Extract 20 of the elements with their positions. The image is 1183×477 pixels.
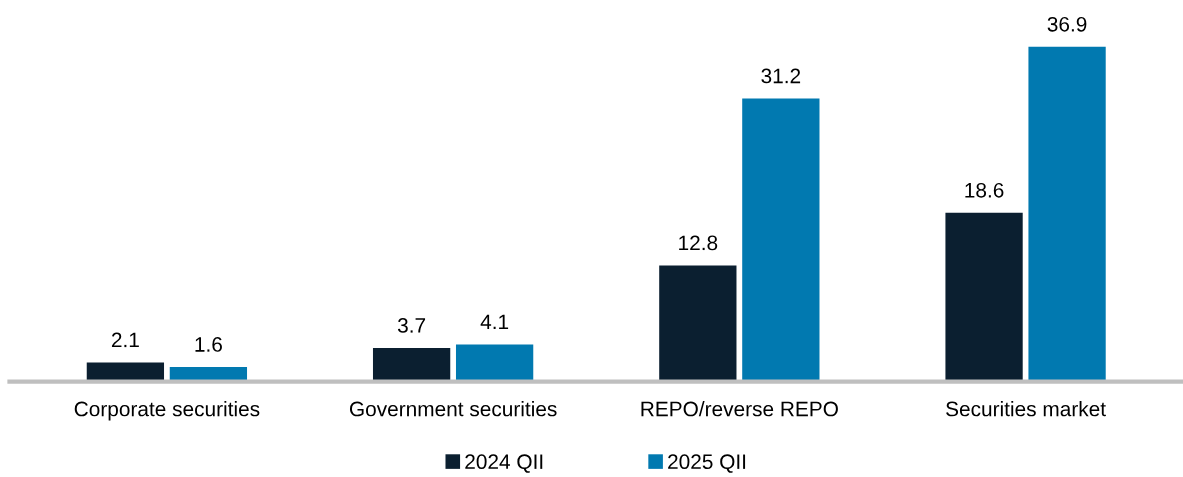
data-label: 1.6 — [195, 337, 222, 352]
data-label: 18.6 — [965, 182, 1004, 198]
legend-label: 2025 QII — [668, 454, 746, 473]
bar — [1028, 46, 1106, 382]
data-label: 4.1 — [480, 314, 509, 329]
data-label: 31.2 — [761, 68, 801, 84]
bar — [455, 344, 534, 382]
legend-label: 2024 QII — [465, 454, 543, 473]
data-label: 36.9 — [1047, 16, 1087, 32]
data-label: 3.7 — [397, 318, 426, 333]
x-tick-label: REPO/reverse REPO — [641, 401, 838, 417]
bar — [742, 98, 820, 382]
data-label: 12.8 — [679, 235, 718, 251]
bar — [372, 348, 451, 382]
x-tick-label: Government securities — [349, 401, 557, 417]
bar — [659, 265, 737, 382]
data-label: 2.1 — [111, 332, 139, 348]
bar — [945, 212, 1023, 382]
x-tick-label: Corporate securities — [74, 401, 260, 421]
x-tick-label: Securities market — [946, 401, 1106, 417]
